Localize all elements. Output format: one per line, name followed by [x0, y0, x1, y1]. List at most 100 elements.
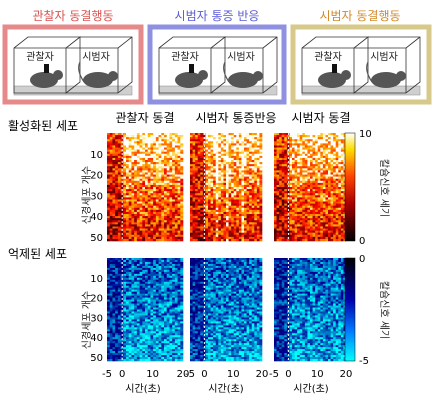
heatmap-cell: [247, 266, 250, 268]
heatmap-cell: [123, 177, 126, 179]
heatmap-cell: [156, 333, 159, 335]
heatmap-cell: [107, 300, 110, 302]
heatmap-cell: [156, 294, 159, 296]
heatmap-cell: [198, 280, 201, 282]
heatmap-cell: [236, 164, 239, 166]
heatmap-cell: [159, 272, 162, 274]
heatmap-cell: [229, 218, 232, 220]
heatmap-cell: [216, 237, 219, 239]
heatmap-cell: [159, 239, 162, 241]
heatmap-cell: [159, 231, 162, 233]
heatmap-cell: [226, 220, 229, 222]
heatmap-cell: [115, 288, 118, 290]
heatmap-cell: [172, 183, 175, 185]
heatmap-cell: [221, 154, 224, 156]
heatmap-cell: [153, 197, 156, 199]
heatmap-cell: [175, 286, 178, 288]
heatmap-cell: [145, 323, 148, 325]
heatmap-cell: [112, 296, 115, 298]
heatmap-cell: [172, 158, 175, 160]
col-title-demonstrator-freezing: 시범자 동결: [291, 111, 350, 125]
heatmap-cell: [159, 199, 162, 201]
heatmap-cell: [169, 166, 172, 168]
heatmap-cell: [129, 260, 132, 262]
heatmap-cell: [241, 143, 244, 145]
heatmap-cell: [178, 145, 181, 147]
heatmap-cell: [175, 218, 178, 220]
heatmap-cell: [195, 154, 198, 156]
heatmap-cell: [259, 268, 262, 270]
heatmap-cell: [131, 162, 134, 164]
heatmap-cell: [161, 315, 164, 317]
heatmap-cell: [153, 141, 156, 143]
heatmap-cell: [190, 239, 193, 241]
heatmap-cell: [231, 137, 234, 139]
heatmap-cell: [193, 175, 196, 177]
heatmap-cell: [175, 262, 178, 264]
heatmap-cell: [247, 143, 250, 145]
heatmap-cell: [203, 288, 206, 290]
heatmap-cell: [112, 260, 115, 262]
heatmap-cell: [153, 220, 156, 222]
heatmap-cell: [148, 139, 151, 141]
heatmap-cell: [249, 224, 252, 226]
heatmap-cell: [193, 202, 196, 204]
heatmap-cell: [195, 284, 198, 286]
heatmap-cell: [115, 337, 118, 339]
heatmap-cell: [137, 197, 140, 199]
heatmap-cell: [234, 286, 237, 288]
heatmap-cell: [140, 284, 143, 286]
heatmap-cell: [131, 286, 134, 288]
heatmap-cell: [259, 258, 262, 260]
heatmap-cell: [112, 272, 115, 274]
heatmap-cell: [231, 143, 234, 145]
heatmap-cell: [148, 195, 151, 197]
heatmap-cell: [241, 222, 244, 224]
heatmap-cell: [169, 162, 172, 164]
heatmap-cell: [229, 175, 232, 177]
heatmap-cell: [131, 181, 134, 183]
heatmap-cell: [118, 325, 121, 327]
heatmap-cell: [221, 216, 224, 218]
heatmap-cell: [241, 137, 244, 139]
heatmap-cell: [231, 189, 234, 191]
heatmap-cell: [118, 202, 121, 204]
heatmap-cell: [142, 231, 145, 233]
heatmap-cell: [134, 224, 137, 226]
heatmap-cell: [231, 150, 234, 152]
heatmap-cell: [180, 355, 183, 357]
heatmap-cell: [244, 177, 247, 179]
heatmap-cell: [254, 218, 257, 220]
heatmap-cell: [134, 212, 137, 214]
heatmap-cell: [221, 202, 224, 204]
heatmap-cell: [169, 296, 172, 298]
heatmap-cell: [254, 282, 257, 284]
heatmap-cell: [234, 148, 237, 150]
heatmap-cell: [126, 327, 129, 329]
heatmap-cell: [153, 166, 156, 168]
heatmap-cell: [234, 162, 237, 164]
heatmap-cell: [115, 270, 118, 272]
heatmap-cell: [200, 290, 203, 292]
heatmap-cell: [252, 229, 255, 231]
heatmap-cell: [134, 208, 137, 210]
heatmap-cell: [107, 208, 110, 210]
heatmap-cell: [142, 239, 145, 241]
heatmap-cell: [200, 214, 203, 216]
heatmap-cell: [167, 337, 170, 339]
heatmap-cell: [257, 166, 260, 168]
heatmap-cell: [180, 135, 183, 137]
heatmap-cell: [167, 325, 170, 327]
heatmap-cell: [110, 292, 113, 294]
heatmap-cell: [145, 292, 148, 294]
heatmap-cell: [110, 341, 113, 343]
heatmap-cell: [169, 353, 172, 355]
heatmap-cell: [208, 154, 211, 156]
heatmap-cell: [161, 162, 164, 164]
heatmap-cell: [107, 204, 110, 206]
heatmap-cell: [180, 274, 183, 276]
heatmap-cell: [148, 229, 151, 231]
heatmap-cell: [234, 206, 237, 208]
heatmap-cell: [236, 141, 239, 143]
heatmap-cell: [247, 218, 250, 220]
